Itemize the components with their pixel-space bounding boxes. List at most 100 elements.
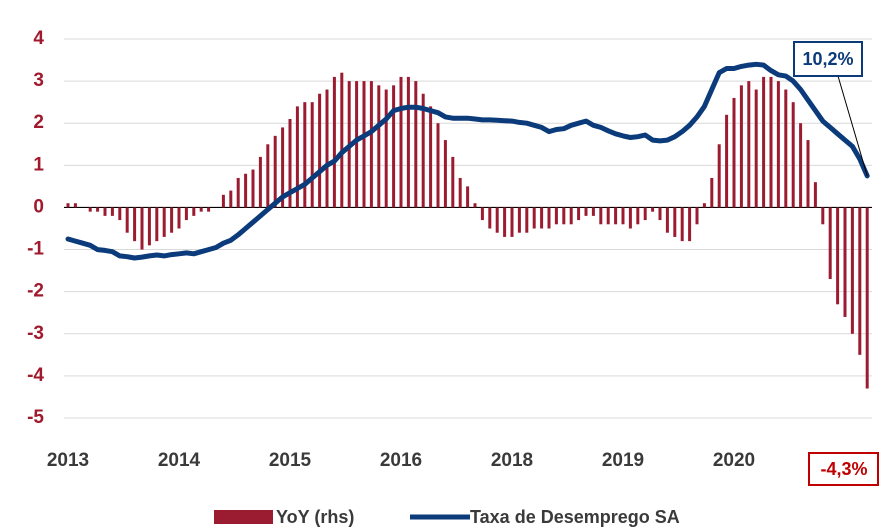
bar xyxy=(562,207,566,225)
annotation: 10,2% xyxy=(802,49,853,69)
bar xyxy=(850,207,854,334)
bar xyxy=(732,97,736,208)
bar xyxy=(244,173,248,208)
bar xyxy=(451,156,455,208)
bar xyxy=(717,144,721,208)
bar xyxy=(628,207,632,229)
bar xyxy=(73,203,77,208)
bar xyxy=(118,207,122,221)
bar xyxy=(421,93,425,208)
bar xyxy=(473,203,477,208)
x-tick-label: 2018 xyxy=(491,450,533,471)
bar xyxy=(325,89,329,208)
y-tick-label: -1 xyxy=(27,239,44,260)
bar xyxy=(88,207,92,212)
bar xyxy=(110,207,114,216)
bar xyxy=(806,140,810,208)
x-tick-label: 2016 xyxy=(380,450,422,471)
bar xyxy=(303,102,307,208)
legend-label: YoY (rhs) xyxy=(276,507,354,527)
y-tick-label: -4 xyxy=(27,365,44,386)
annotation: -4,3% xyxy=(820,459,867,479)
bar xyxy=(799,123,803,208)
bar xyxy=(540,207,544,229)
bar xyxy=(480,207,484,221)
legend-swatch xyxy=(214,510,273,524)
bar xyxy=(184,207,188,221)
bar xyxy=(688,207,692,242)
y-tick-label: 3 xyxy=(33,70,44,91)
bar xyxy=(251,169,255,208)
bar xyxy=(103,207,107,216)
bar xyxy=(125,207,129,233)
bar xyxy=(221,194,225,208)
bar xyxy=(591,207,595,216)
bar xyxy=(658,207,662,221)
bar xyxy=(725,114,729,208)
bar xyxy=(66,203,70,208)
bar xyxy=(414,81,418,208)
annotation-box xyxy=(793,41,863,77)
bar xyxy=(599,207,603,225)
bar xyxy=(273,135,277,208)
x-tick-label: 2020 xyxy=(713,450,755,471)
bar xyxy=(362,81,366,208)
x-tick-label: 2014 xyxy=(158,450,201,471)
bar xyxy=(355,81,359,208)
bar xyxy=(488,207,492,229)
bar xyxy=(547,207,551,229)
y-tick-label: 0 xyxy=(33,196,44,217)
bar xyxy=(229,190,233,208)
bar xyxy=(525,207,529,233)
x-tick-label: 2015 xyxy=(269,450,312,471)
bar xyxy=(281,127,285,208)
bar xyxy=(258,156,262,208)
bar xyxy=(843,207,847,317)
bar xyxy=(865,207,869,389)
bar xyxy=(236,177,240,208)
bar xyxy=(606,207,610,225)
bar xyxy=(436,123,440,208)
bar xyxy=(836,207,840,305)
bar xyxy=(332,76,336,208)
bar xyxy=(369,81,373,208)
bar xyxy=(495,207,499,233)
bar xyxy=(813,182,817,208)
bar xyxy=(147,207,151,246)
y-tick-label: 4 xyxy=(33,28,44,49)
bar xyxy=(665,207,669,233)
bar xyxy=(636,207,640,225)
y-tick-label: 1 xyxy=(33,154,44,175)
bar xyxy=(762,76,766,208)
bar xyxy=(776,81,780,208)
bar xyxy=(399,76,403,208)
x-tick-label: 2013 xyxy=(47,450,89,471)
bar xyxy=(577,207,581,221)
bar xyxy=(532,207,536,229)
x-tick-label: 2019 xyxy=(602,450,644,471)
bar xyxy=(318,93,322,208)
bar xyxy=(406,76,410,208)
bar xyxy=(747,81,751,208)
bar xyxy=(754,89,758,208)
bar xyxy=(96,207,100,212)
bar xyxy=(554,207,558,225)
bar xyxy=(503,207,507,237)
y-tick-label: -2 xyxy=(27,281,44,302)
bar xyxy=(429,106,433,208)
annotation-leader xyxy=(837,75,868,177)
bar xyxy=(466,186,470,208)
y-tick-label: -5 xyxy=(27,407,44,428)
line xyxy=(65,61,870,261)
bar xyxy=(702,203,706,208)
bar xyxy=(710,177,714,208)
bar xyxy=(673,207,677,237)
bar xyxy=(377,85,381,208)
bar xyxy=(177,207,181,229)
bar xyxy=(791,102,795,208)
bar xyxy=(384,89,388,208)
bar xyxy=(170,207,174,233)
bar xyxy=(162,207,166,237)
bar xyxy=(828,207,832,280)
